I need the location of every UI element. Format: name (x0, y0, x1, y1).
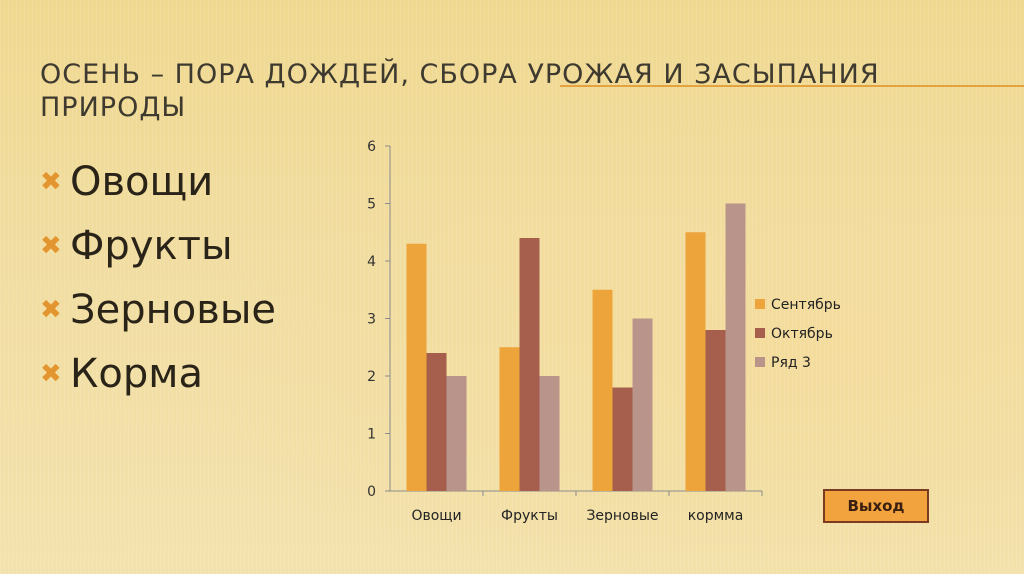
x-bullet-icon: ✖ (40, 295, 62, 325)
y-tick-label: 1 (367, 427, 376, 443)
y-tick-label: 0 (367, 484, 376, 500)
bullet-item: ✖ Овощи (40, 150, 276, 214)
bar (539, 376, 560, 491)
x-tick-label: Фрукты (501, 508, 558, 524)
bar (426, 353, 447, 491)
bullet-list: ✖ Овощи ✖ Фрукты ✖ Зерновые ✖ Корма (40, 150, 276, 406)
bullet-label: Корма (70, 351, 203, 397)
legend-label: Сентябрь (771, 297, 841, 313)
bullet-item: ✖ Фрукты (40, 214, 276, 278)
slide-title: Осень – пора дождей, сбора урожая и засы… (40, 59, 880, 123)
bullet-label: Фрукты (70, 223, 233, 269)
x-tick-label: кормма (688, 508, 744, 524)
bar (612, 387, 633, 491)
legend-swatch (755, 357, 765, 367)
bar (519, 238, 540, 491)
title-underline (560, 85, 1024, 87)
bullet-item: ✖ Зерновые (40, 278, 276, 342)
bar (592, 289, 613, 491)
bar (446, 376, 467, 491)
bar (499, 347, 520, 491)
bullet-item: ✖ Корма (40, 342, 276, 406)
x-bullet-icon: ✖ (40, 231, 62, 261)
bullet-label: Зерновые (70, 287, 277, 333)
bar (725, 203, 746, 491)
bar (406, 243, 427, 491)
y-tick-label: 5 (367, 197, 376, 213)
exit-button[interactable]: Выход (823, 489, 929, 523)
legend-label: Ряд 3 (771, 355, 811, 371)
bar (705, 330, 726, 491)
x-bullet-icon: ✖ (40, 167, 62, 197)
y-tick-label: 2 (367, 369, 376, 385)
y-tick-label: 6 (367, 139, 376, 155)
legend-swatch (755, 328, 765, 338)
bar (685, 232, 706, 491)
legend-swatch (755, 299, 765, 309)
bar (632, 318, 653, 491)
legend-label: Октябрь (771, 326, 833, 342)
x-bullet-icon: ✖ (40, 359, 62, 389)
y-tick-label: 4 (367, 254, 376, 270)
bullet-label: Овощи (70, 159, 214, 205)
x-tick-label: Зерновые (586, 508, 658, 524)
y-tick-label: 3 (367, 312, 376, 328)
x-tick-label: Овощи (411, 508, 461, 524)
